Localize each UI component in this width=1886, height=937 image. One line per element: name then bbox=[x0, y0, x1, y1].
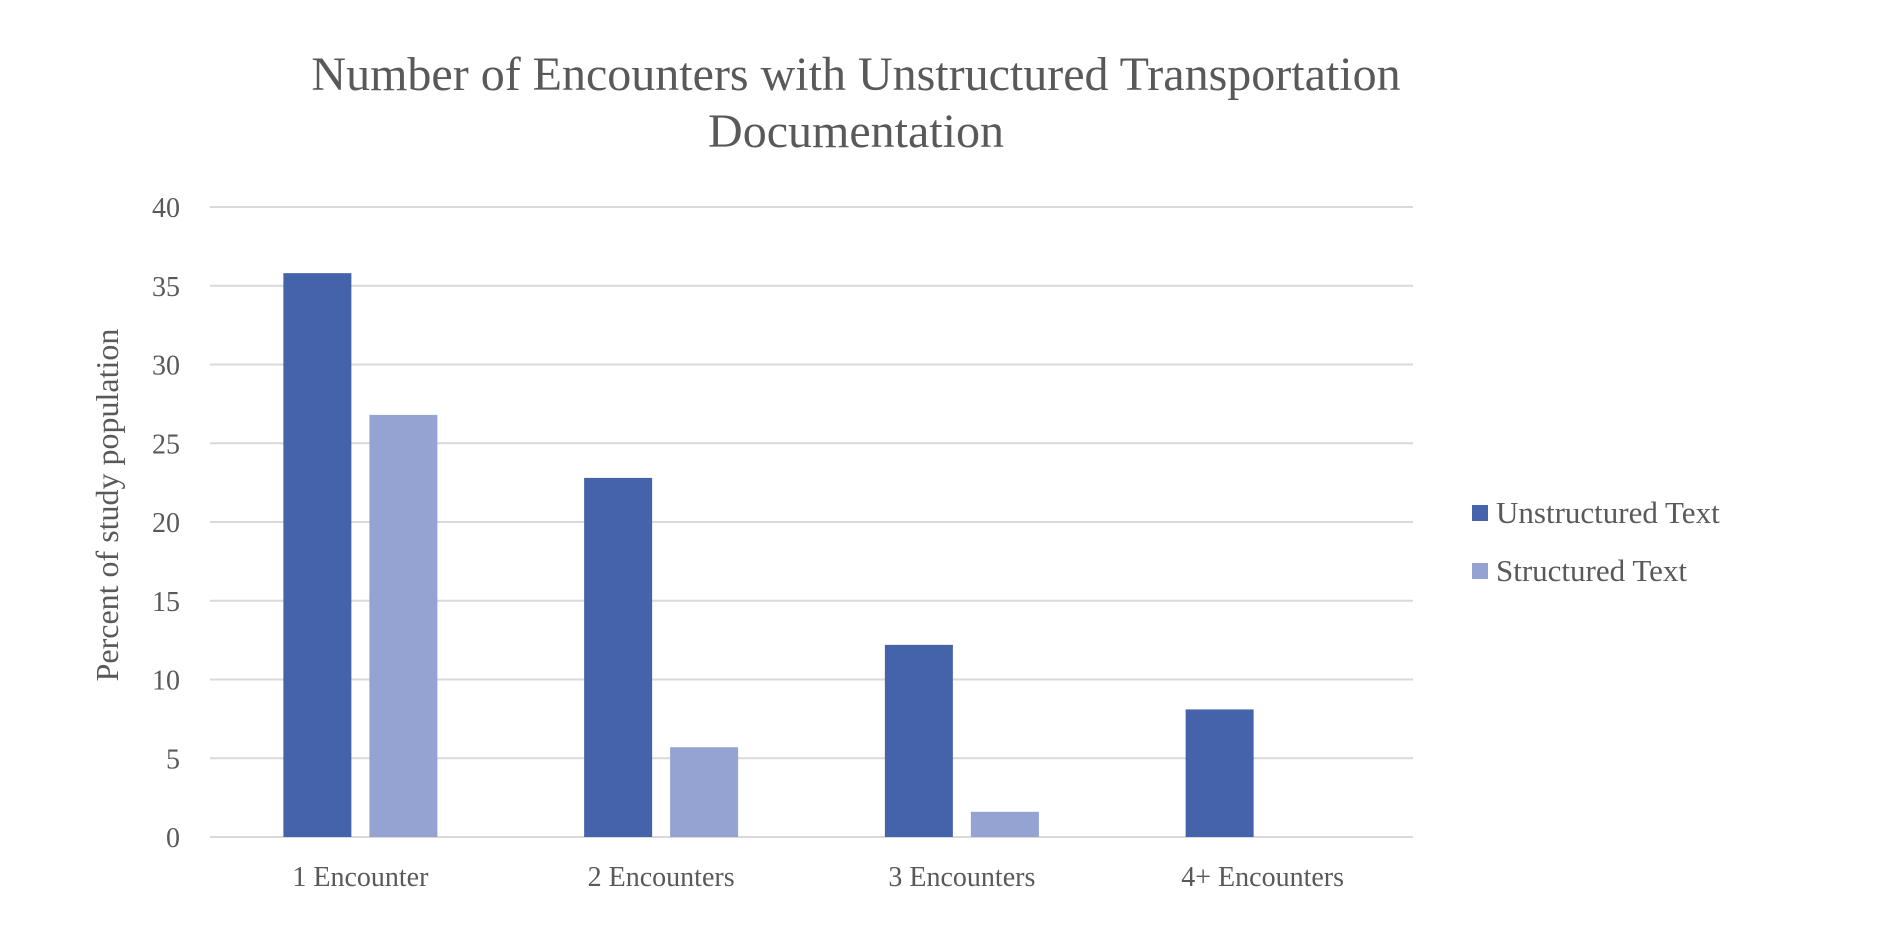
x-axis-ticks: 1 Encounter 2 Encounters 3 Encounters 4+ En… bbox=[292, 862, 1344, 893]
chart-title-line-2: Documentation bbox=[708, 105, 1004, 158]
x-tick-label: 1 Encounter bbox=[292, 862, 429, 893]
y-tick-label: 40 bbox=[152, 193, 180, 224]
bar-unstructured-text-4 bbox=[1185, 709, 1254, 837]
legend: Unstructured Text Structured Text bbox=[1472, 495, 1720, 588]
y-tick-label: 15 bbox=[152, 587, 180, 618]
y-tick-label: 30 bbox=[152, 351, 180, 382]
bar-unstructured-text-2 bbox=[584, 477, 653, 837]
y-tick-label: 25 bbox=[152, 429, 180, 460]
y-tick-label: 0 bbox=[166, 823, 180, 854]
bars bbox=[283, 273, 1254, 837]
legend-label: Structured Text bbox=[1496, 553, 1687, 588]
legend-swatch bbox=[1472, 505, 1488, 521]
legend-label: Unstructured Text bbox=[1496, 495, 1720, 530]
bar-unstructured-text-1 bbox=[283, 273, 352, 837]
legend-swatch bbox=[1472, 563, 1488, 579]
y-axis-ticks: 0 5 10 15 20 25 30 35 40 bbox=[152, 193, 180, 854]
bar-structured-text-2 bbox=[670, 747, 739, 837]
chart-title-line-1: Number of Encounters with Unstructured T… bbox=[311, 48, 1400, 101]
bar-unstructured-text-3 bbox=[884, 644, 953, 837]
y-tick-label: 10 bbox=[152, 666, 180, 697]
x-tick-label: 3 Encounters bbox=[888, 862, 1035, 893]
y-tick-label: 5 bbox=[166, 744, 180, 775]
y-tick-label: 20 bbox=[152, 508, 180, 539]
y-axis-label: Percent of study population bbox=[89, 329, 125, 682]
x-tick-label: 4+ Encounters bbox=[1181, 862, 1344, 893]
bar-structured-text-3 bbox=[970, 811, 1039, 837]
x-tick-label: 2 Encounters bbox=[588, 862, 735, 893]
y-tick-label: 35 bbox=[152, 272, 180, 303]
bar-structured-text-1 bbox=[369, 414, 438, 837]
